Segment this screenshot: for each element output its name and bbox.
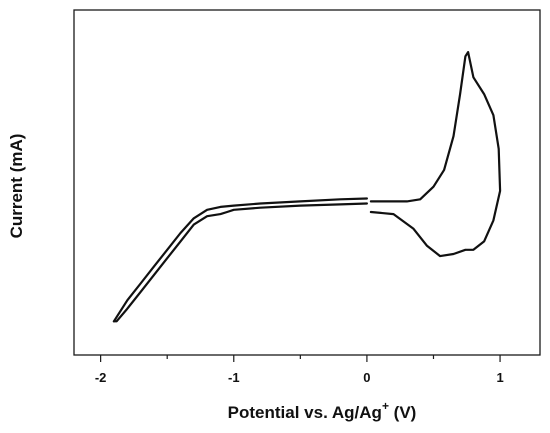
plot-frame [73,9,541,356]
y-axis-label: Current (mA) [7,134,26,239]
x-axis-label: Potential vs. Ag/Ag+ (V) [228,399,417,422]
cv-curve-group [112,51,502,323]
x-tick-label: 0 [363,370,370,385]
x-tick-label: -2 [95,370,107,385]
cv-curve-segment-1 [112,202,368,323]
x-tick-label: -1 [228,370,240,385]
x-axis-label-unit: (V) [389,403,416,422]
x-tick-label: 1 [496,370,503,385]
x-axis-label-main: Potential vs. Ag/Ag [228,403,382,422]
x-axis-label-superscript: + [382,399,389,413]
cv-curve-segment-3 [369,51,502,258]
x-axis-ticks: -2 -1 0 1 [95,355,504,385]
cv-curve-segment-2 [112,197,368,323]
